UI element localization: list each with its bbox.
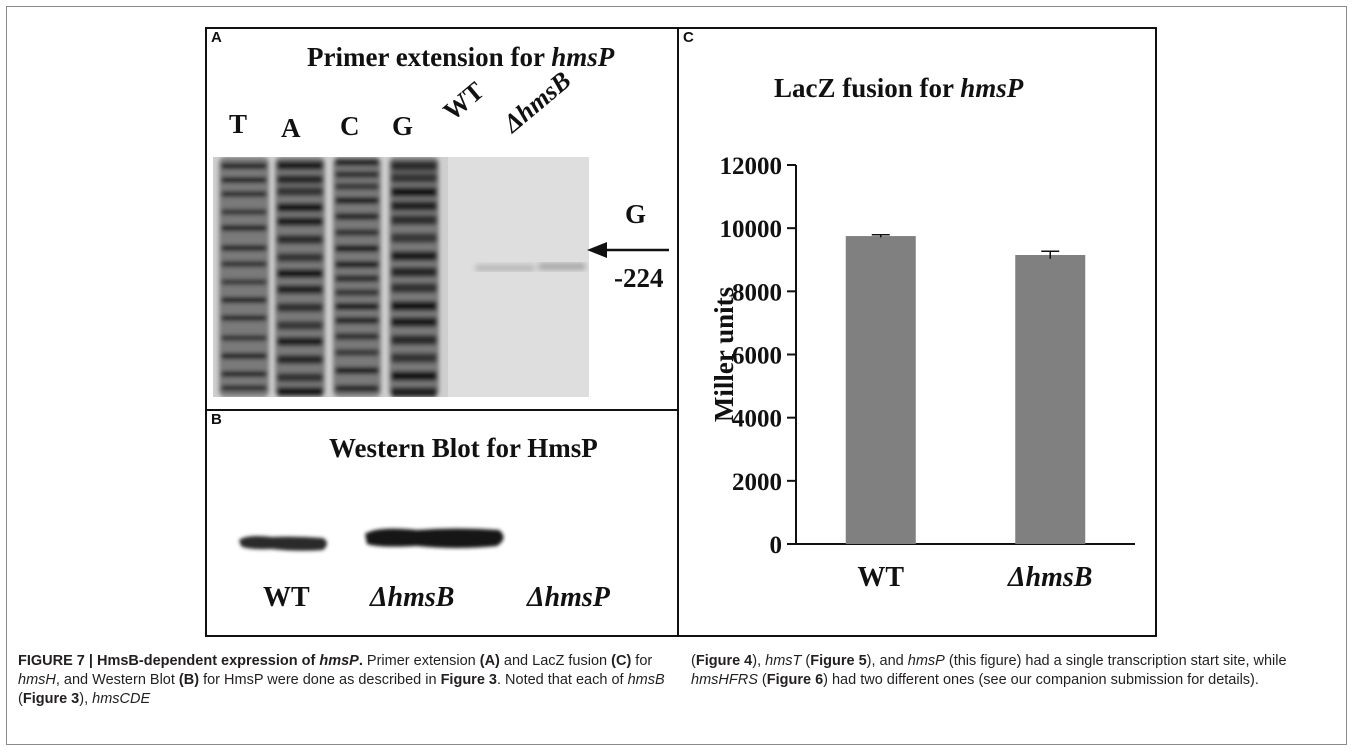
x-tick-label-1: ΔhmsB	[1007, 562, 1092, 593]
blot-lane-dhmsb: ΔhmsB	[370, 582, 455, 613]
panel-c-title: LacZ fusion for hmsP	[774, 73, 1024, 103]
y-axis-label: Miller units	[709, 287, 739, 422]
lane-label-t: T	[229, 109, 248, 139]
figure-frame	[6, 6, 1347, 745]
bar-1	[1015, 255, 1086, 544]
blot-lane-wt: WT	[263, 582, 310, 613]
marker-position-label: -224	[614, 263, 664, 293]
caption-right: (Figure 4), hmsT (Figure 5), and hmsP (t…	[691, 653, 1287, 688]
panel-c: C LacZ fusion for hmsP 0 2000 4000 6000 8000…	[677, 27, 1157, 637]
lane-label-g: G	[392, 111, 414, 141]
y-tick-label: 10000	[720, 216, 783, 243]
panel-b-label: B	[211, 411, 222, 428]
blot-lane-dhmsp: ΔhmsP	[527, 582, 610, 613]
marker-base-label: G	[625, 199, 647, 229]
panel-c-label: C	[683, 29, 694, 46]
y-tick-label: 12000	[720, 153, 783, 180]
panel-a: A Primer extension for hmsP T A C G WT Δ…	[205, 27, 679, 411]
panel-b-title: Western Blot for HmsP	[329, 433, 598, 463]
figure-caption-title: FIGURE 7 | HmsB-dependent expression of …	[18, 653, 363, 669]
panel-a-label: A	[211, 29, 222, 46]
panel-a-title: Primer extension for hmsP	[307, 42, 615, 72]
y-tick-label: 2000	[732, 469, 782, 496]
y-tick-label: 4000	[732, 406, 782, 433]
bar-chart: 0 2000 4000 6000 8000 10000 12000 Miller units W…	[709, 153, 1135, 593]
y-tick-label: 6000	[732, 343, 782, 370]
lane-label-wt: WT	[437, 76, 490, 127]
caption-left: FIGURE 7 | HmsB-dependent expression of …	[18, 653, 665, 707]
bar-0	[845, 236, 916, 544]
primer-extension-gel-image	[213, 157, 589, 397]
y-tick-label: 8000	[732, 279, 782, 306]
x-tick-label-0: WT	[857, 562, 904, 593]
lane-label-a: A	[281, 113, 301, 143]
lane-label-c: C	[340, 111, 360, 141]
panel-b: B Western Blot for HmsP WT ΔhmsB ΔhmsP	[205, 409, 679, 637]
western-blot-bands-image	[239, 528, 504, 551]
y-tick-label: 0	[770, 532, 783, 559]
arrow-left-icon	[587, 242, 669, 258]
lane-label-dhmsb: ΔhmsB	[497, 65, 577, 139]
